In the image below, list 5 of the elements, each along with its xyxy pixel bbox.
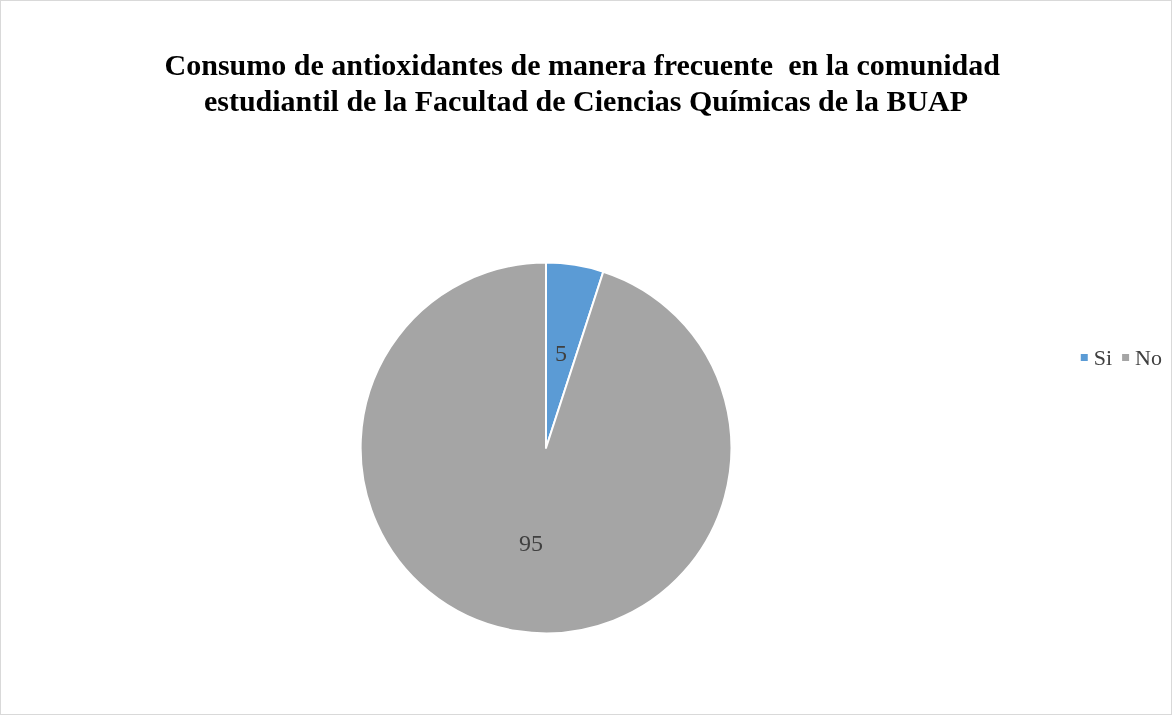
data-label: 5 bbox=[554, 340, 567, 367]
chart-title: Consumo de antioxidantes de manera frecuente en la comunidad estudiantil de la Facultad de Ciencias Químicas de la BUAP bbox=[164, 47, 1008, 117]
legend-label: Si bbox=[1093, 345, 1113, 370]
data-label: 95 bbox=[519, 529, 544, 556]
legend-label: No bbox=[1135, 345, 1162, 370]
